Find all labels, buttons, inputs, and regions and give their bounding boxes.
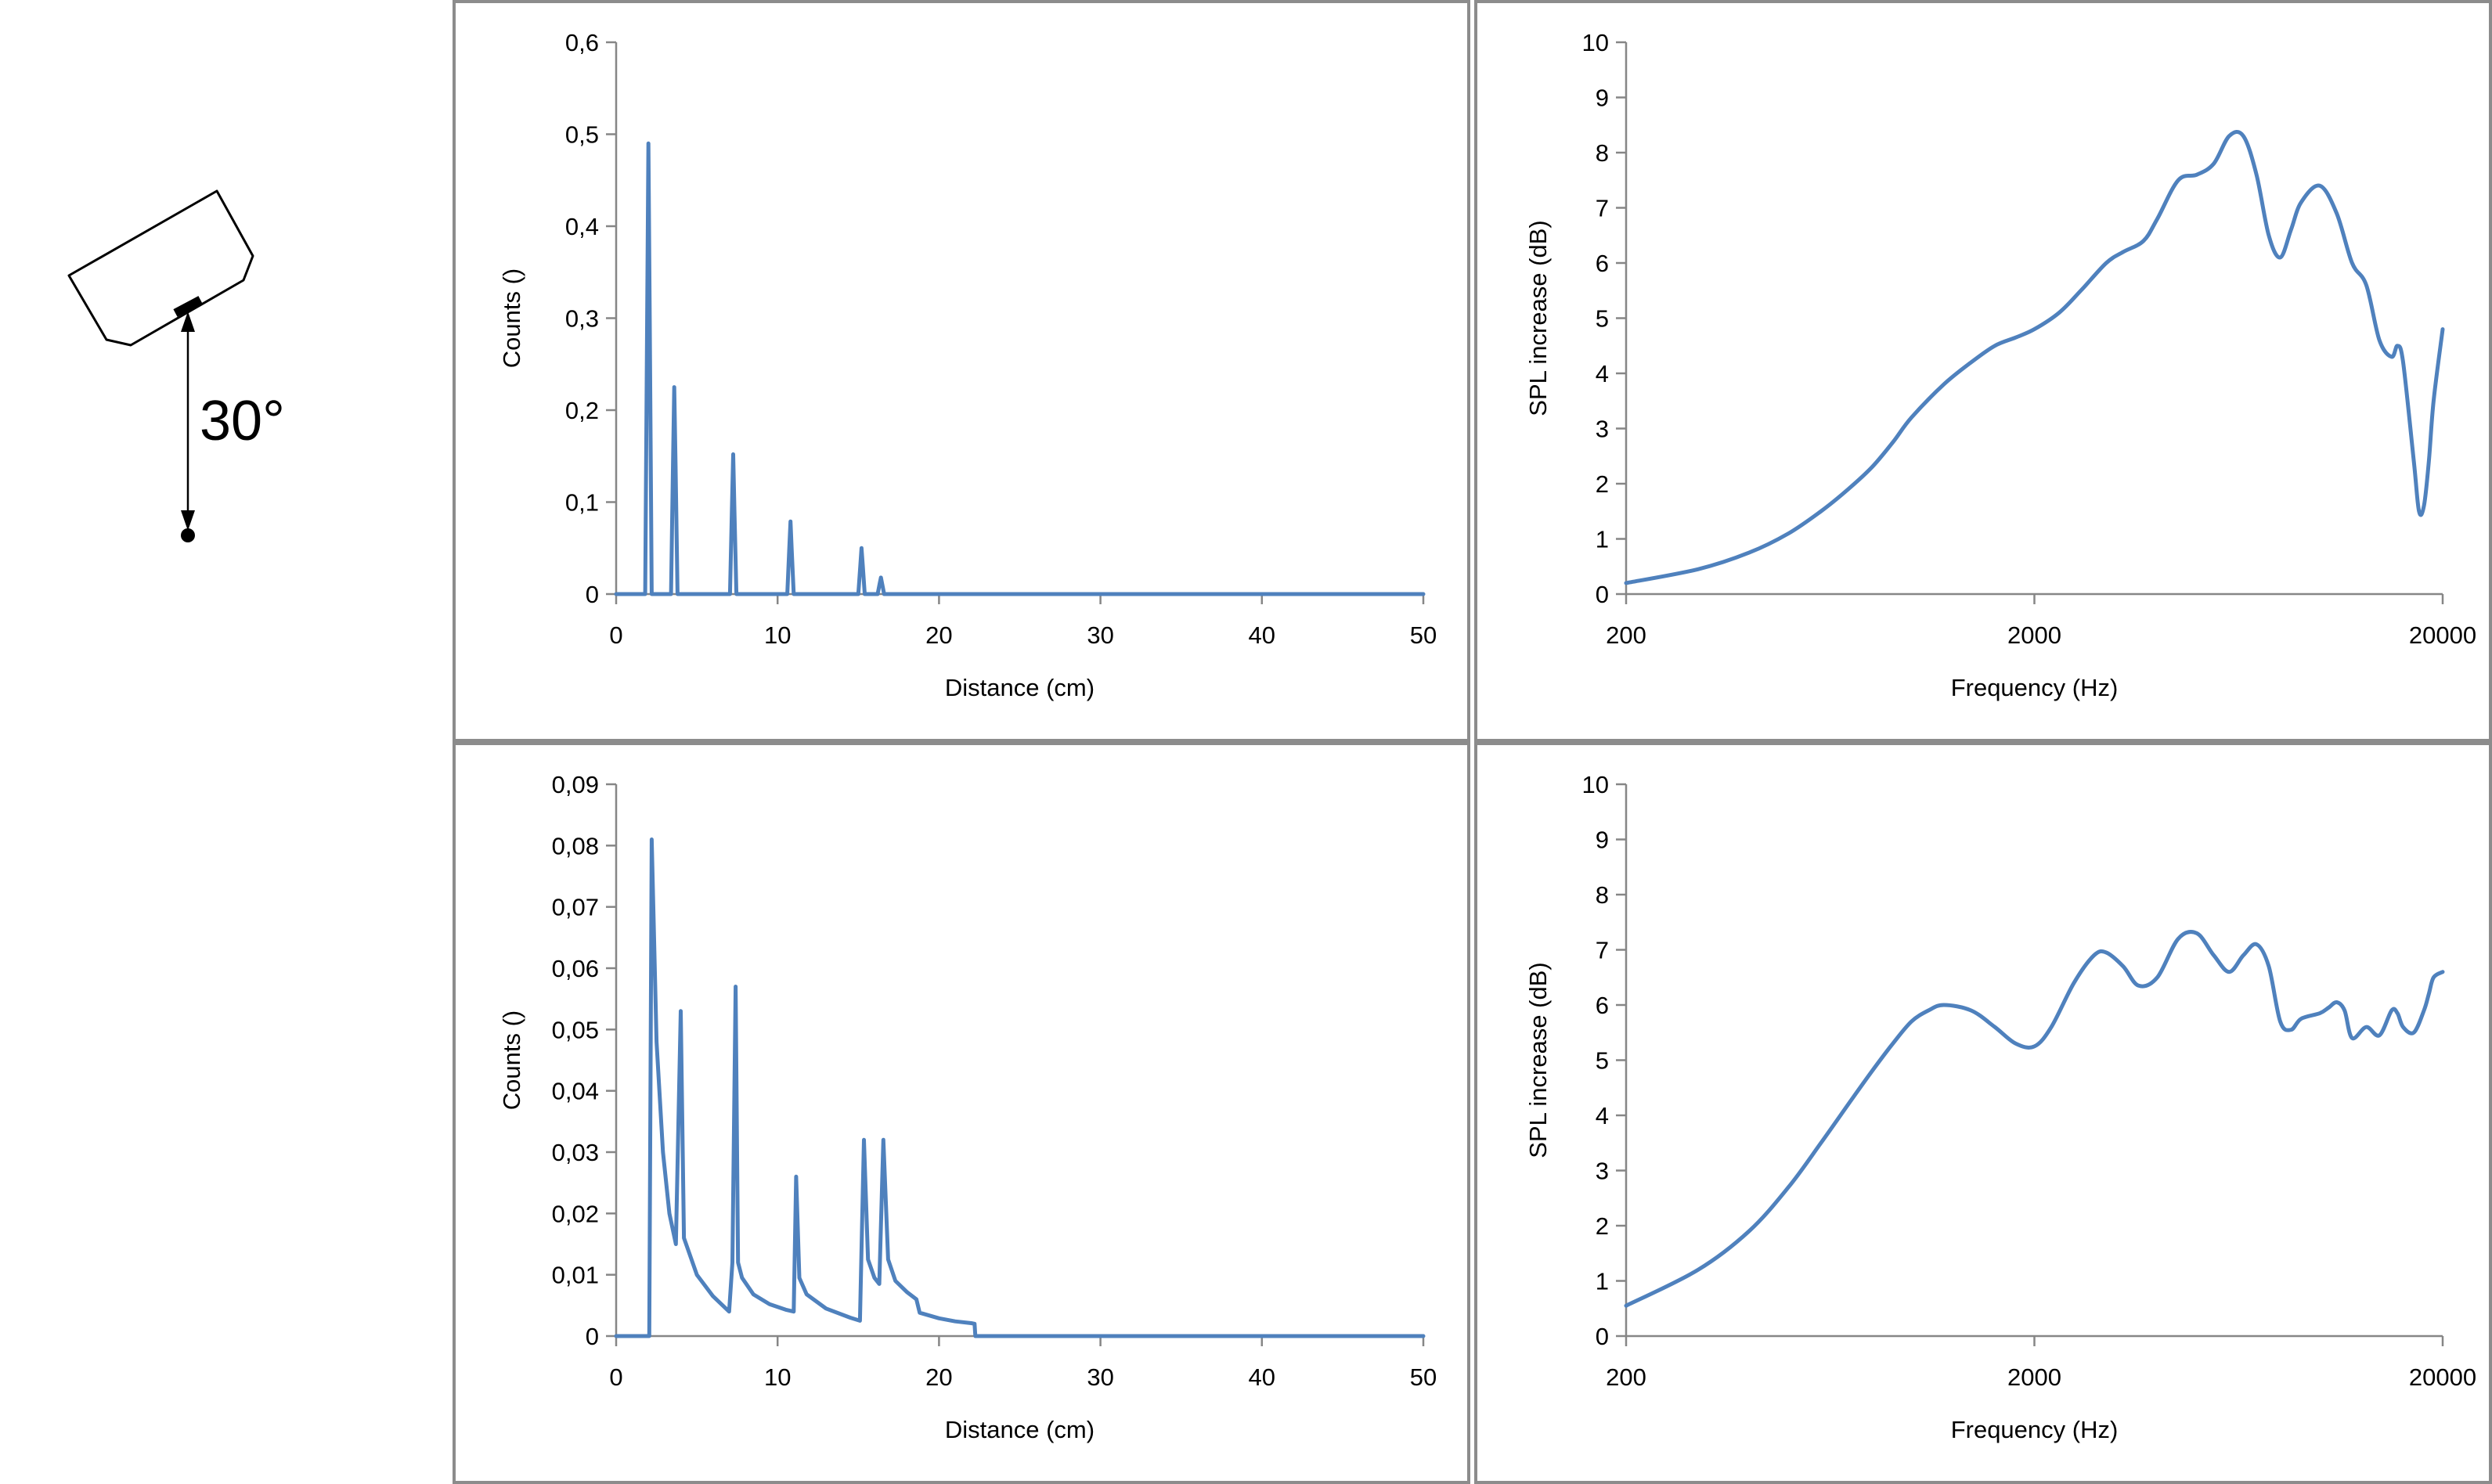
x-tick-label: 0 [609,1363,622,1391]
tilted-speaker-cabinet-icon [67,189,254,347]
y-axis-label: Counts () [498,268,525,368]
y-tick-label: 6 [1596,250,1609,277]
y-axis-label: Counts () [498,1010,525,1110]
y-tick-label: 0,2 [565,397,599,424]
y-tick-label: 0,05 [552,1016,599,1043]
x-tick-label: 50 [1410,621,1437,649]
panel-counts-bottom: 0 0,01 0,02 0,03 0,04 0,05 0,06 0,07 0,08 0,09 0 10… [453,742,1470,1484]
x-tick-label: 40 [1249,621,1275,649]
x-axis-label: Distance (cm) [945,1416,1095,1443]
panel-spl-top: 0 1 2 3 4 5 6 7 8 9 10 200 2000 20000 Frequency (Hz) SP… [1474,0,2492,742]
distance-arrow [181,312,195,542]
data-series-line [1624,130,2445,585]
panel-counts-top: 0 0,1 0,2 0,3 0,4 0,5 0,6 0 10 20 30 40 50 Distance (… [453,0,1470,742]
y-tick-label: 2 [1596,470,1609,498]
y-tick-label: 6 [1596,992,1609,1019]
x-tick-label: 10 [764,621,791,649]
y-tick-label: 0 [1596,1323,1609,1350]
data-series-line [614,837,1426,1338]
data-series-line [1624,930,2445,1308]
y-tick-label: 0,07 [552,894,599,921]
y-tick-label: 3 [1596,416,1609,443]
x-tick-label: 20 [925,1363,952,1391]
y-tick-label: 9 [1596,85,1609,112]
y-tick-label: 5 [1596,305,1609,333]
y-tick-label: 5 [1596,1047,1609,1075]
y-tick-label: 0,09 [552,771,599,798]
angle-label: 30° [200,390,285,452]
y-tick-label: 0 [1596,581,1609,608]
y-tick-label: 8 [1596,139,1609,167]
x-tick-label: 40 [1249,1363,1275,1391]
chart-spl-bottom: 0 1 2 3 4 5 6 7 8 9 10 200 2000 20000 Frequency (Hz) SP… [1524,771,2476,1443]
y-tick-label: 0,01 [552,1262,599,1289]
x-tick-label: 20 [925,621,952,649]
x-tick-label: 50 [1410,1363,1437,1391]
y-tick-label: 0 [586,1323,599,1350]
listener-point [181,528,195,542]
microphone-marker [173,296,203,317]
x-tick-label: 0 [609,621,622,649]
y-tick-label: 0 [586,581,599,608]
y-tick-label: 1 [1596,526,1609,553]
x-tick-label: 20000 [2409,621,2476,649]
y-tick-label: 0,08 [552,832,599,859]
y-tick-label: 7 [1596,195,1609,222]
y-tick-label: 9 [1596,827,1609,854]
y-tick-label: 8 [1596,881,1609,909]
y-tick-label: 0,03 [552,1139,599,1166]
y-tick-label: 0,6 [565,29,599,56]
x-tick-label: 10 [764,1363,791,1391]
y-tick-label: 1 [1596,1268,1609,1295]
y-tick-label: 0,06 [552,955,599,982]
panel-spl-bottom: 0 1 2 3 4 5 6 7 8 9 10 200 2000 20000 Frequency (Hz) SP… [1474,742,2492,1484]
x-tick-label: 200 [1606,1363,1646,1391]
y-tick-label: 0,3 [565,305,599,333]
x-tick-label: 200 [1606,621,1646,649]
x-tick-label: 30 [1087,1363,1113,1391]
y-tick-label: 0,04 [552,1078,599,1105]
y-tick-label: 3 [1596,1158,1609,1185]
x-tick-label: 2000 [2007,621,2061,649]
y-tick-label: 0,5 [565,121,599,149]
x-tick-label: 30 [1087,621,1113,649]
y-tick-label: 0,1 [565,489,599,517]
chart-counts-top: 0 0,1 0,2 0,3 0,4 0,5 0,6 0 10 20 30 40 50 Distance (… [498,29,1437,701]
y-axis-label: SPL increase (dB) [1524,962,1552,1158]
y-tick-label: 10 [1582,771,1609,798]
y-tick-label: 2 [1596,1212,1609,1240]
y-tick-label: 0,02 [552,1200,599,1227]
y-axis-label: SPL increase (dB) [1524,220,1552,416]
y-tick-label: 0,4 [565,213,599,240]
y-tick-label: 7 [1596,937,1609,964]
x-tick-label: 20000 [2409,1363,2476,1391]
x-axis-label: Distance (cm) [945,674,1095,701]
chart-spl-top: 0 1 2 3 4 5 6 7 8 9 10 200 2000 20000 Frequency (Hz) SP… [1524,29,2476,701]
orientation-diagram: 30° [67,189,285,542]
y-tick-label: 10 [1582,29,1609,56]
x-axis-label: Frequency (Hz) [1951,674,2119,701]
data-series-line [614,141,1426,596]
y-tick-label: 4 [1596,1102,1609,1129]
chart-counts-bottom: 0 0,01 0,02 0,03 0,04 0,05 0,06 0,07 0,08 0,09 0 10… [498,771,1437,1443]
x-axis-label: Frequency (Hz) [1951,1416,2119,1443]
x-tick-label: 2000 [2007,1363,2061,1391]
y-tick-label: 4 [1596,360,1609,387]
